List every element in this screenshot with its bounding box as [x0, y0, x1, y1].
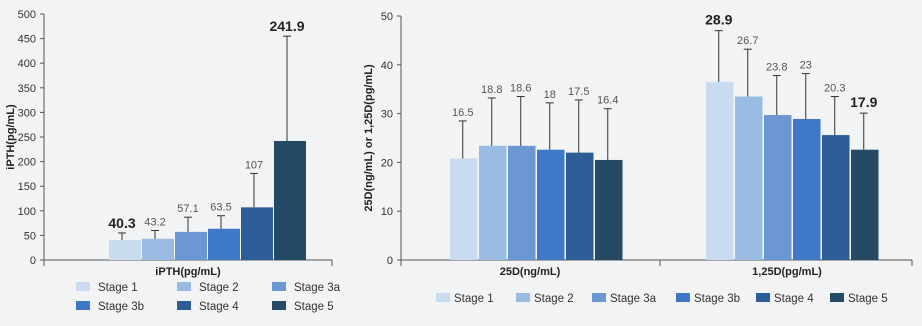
y-tick-label: 250	[18, 132, 36, 144]
bar	[537, 149, 565, 260]
data-label: 26.7	[737, 35, 758, 47]
y-tick-label: 100	[18, 206, 36, 218]
data-label: 20.3	[824, 83, 845, 95]
category-label: 25D(ng/mL)	[500, 266, 561, 278]
category-label: iPTH(pg/mL)	[155, 266, 221, 278]
y-tick-label: 200	[18, 157, 36, 169]
bar	[764, 115, 792, 261]
data-label: 57.1	[177, 203, 198, 215]
legend-label: Stage 3b	[694, 293, 740, 305]
legend-swatch	[177, 282, 191, 291]
bar	[241, 207, 273, 260]
legend-swatch	[676, 293, 690, 302]
bar	[142, 238, 174, 260]
y-tick-label: 150	[18, 181, 36, 193]
data-label: 16.4	[597, 95, 618, 107]
bar	[479, 145, 507, 260]
y-tick-label: 350	[18, 83, 36, 95]
legend-swatch	[76, 282, 90, 291]
legend-label: Stage 3b	[98, 301, 144, 313]
legend-label: Stage 5	[848, 293, 888, 305]
bar	[793, 118, 821, 260]
y-tick-label: 0	[30, 255, 36, 267]
bar	[109, 240, 141, 260]
legend: Stage 1 Stage 2 Stage 3a Stage 3b Stage 4 Sta…	[436, 293, 888, 305]
legend-label: Stage 2	[199, 282, 239, 294]
vitamin-d-chart: 0 10 20 30 40 50 25D(ng/mL) or 1,25D(pg/mL) 25D…	[363, 11, 913, 305]
bar	[508, 145, 536, 260]
legend-swatch	[272, 301, 286, 310]
data-label: 43.2	[144, 216, 165, 228]
y-tick-label: 500	[18, 9, 36, 21]
data-label: 23	[800, 60, 812, 72]
y-tick-label: 0	[387, 255, 393, 267]
y-tick-label: 20	[381, 157, 393, 169]
bar	[595, 159, 623, 260]
y-tick-label: 450	[18, 34, 36, 46]
data-label: 18	[544, 89, 556, 101]
bar	[706, 81, 734, 260]
y-tick-label: 300	[18, 107, 36, 119]
legend-label: Stage 3a	[610, 293, 657, 305]
data-label: 40.3	[108, 215, 135, 231]
ipth-chart: 0 50 100 150 200 250 300 350 400 450 500 iPTH(pg/mL…	[5, 9, 341, 313]
y-axis-title: iPTH(pg/mL)	[5, 104, 17, 170]
legend-swatch	[436, 293, 450, 302]
bar	[822, 135, 850, 260]
legend-label: Stage 5	[294, 301, 334, 313]
bar	[175, 231, 207, 260]
y-tick-label: 30	[381, 109, 393, 121]
data-label: 28.9	[705, 12, 732, 28]
data-label: 18.8	[481, 84, 502, 96]
legend-swatch	[272, 282, 286, 291]
legend-label: Stage 1	[98, 282, 138, 294]
y-tick-label: 10	[381, 206, 393, 218]
data-label: 16.5	[452, 107, 473, 119]
data-label: 18.6	[510, 83, 531, 95]
category-label: 1,25D(pg/mL)	[752, 266, 822, 278]
legend-swatch	[756, 293, 770, 302]
legend-swatch	[177, 301, 191, 310]
data-label: 107	[245, 159, 263, 171]
bar	[851, 149, 879, 260]
bar	[208, 228, 240, 260]
legend-swatch	[516, 293, 530, 302]
y-axis-title: 25D(ng/mL) or 1,25D(pg/mL)	[363, 64, 375, 212]
y-tick-label: 40	[381, 60, 393, 72]
legend-label: Stage 3a	[294, 282, 341, 294]
legend-label: Stage 1	[454, 293, 494, 305]
legend-swatch	[830, 293, 844, 302]
data-label: 23.8	[766, 62, 787, 74]
data-label: 17.9	[850, 94, 877, 110]
data-label: 17.5	[568, 86, 589, 98]
legend: Stage 1 Stage 2 Stage 3a Stage 3b Stage 4 Sta…	[76, 282, 341, 313]
data-label: 241.9	[269, 18, 304, 34]
legend-label: Stage 4	[774, 293, 814, 305]
y-tick-label: 50	[24, 230, 36, 242]
data-label: 63.5	[210, 202, 231, 214]
bar	[735, 96, 763, 261]
y-tick-label: 400	[18, 58, 36, 70]
bar	[450, 158, 478, 260]
bar	[274, 140, 306, 260]
legend-label: Stage 4	[199, 301, 239, 313]
legend-swatch	[76, 301, 90, 310]
y-tick-label: 50	[381, 11, 393, 23]
bar	[566, 152, 594, 260]
legend-swatch	[592, 293, 606, 302]
legend-label: Stage 2	[534, 293, 574, 305]
